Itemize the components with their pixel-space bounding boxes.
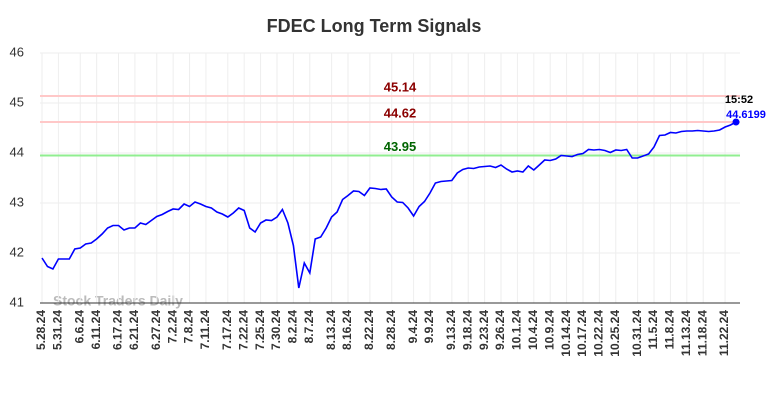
y-tick-label: 46 — [10, 44, 24, 59]
x-tick-label: 6.21.24 — [127, 310, 141, 350]
x-tick-label: 5.31.24 — [51, 310, 65, 350]
chart-title: FDEC Long Term Signals — [267, 16, 482, 36]
x-tick-label: 9.9.24 — [422, 310, 436, 344]
x-tick-label: 6.11.24 — [89, 310, 103, 350]
x-tick-label: 11.18.24 — [695, 310, 709, 356]
signal-label: 44.62 — [384, 105, 417, 120]
x-tick-label: 9.18.24 — [460, 310, 474, 350]
x-tick-label: 6.27.24 — [149, 310, 163, 350]
x-tick-label: 9.26.24 — [493, 310, 507, 350]
x-tick-label: 9.23.24 — [477, 310, 491, 350]
x-tick-label: 6.17.24 — [111, 310, 125, 350]
y-tick-label: 43 — [10, 194, 24, 209]
x-tick-label: 9.4.24 — [406, 310, 420, 344]
x-tick-label: 7.11.24 — [198, 310, 212, 350]
x-tick-label: 10.14.24 — [559, 310, 573, 357]
x-tick-label: 8.22.24 — [362, 310, 376, 350]
signal-label: 45.14 — [384, 79, 417, 94]
y-tick-label: 42 — [10, 244, 24, 259]
x-tick-label: 10.22.24 — [592, 310, 606, 357]
x-tick-label: 8.16.24 — [340, 310, 354, 350]
x-tick-label: 7.30.24 — [269, 310, 283, 350]
x-tick-label: 7.2.24 — [165, 310, 179, 344]
x-tick-label: 5.28.24 — [34, 310, 48, 350]
x-tick-label: 6.6.24 — [72, 310, 86, 344]
x-tick-label: 8.28.24 — [384, 310, 398, 350]
x-tick-label: 11.8.24 — [663, 310, 677, 350]
price-line — [41, 121, 737, 289]
y-tick-label: 41 — [10, 294, 24, 309]
x-tick-label: 8.13.24 — [324, 310, 338, 350]
last-point — [732, 118, 740, 126]
x-tick-label: 9.13.24 — [444, 310, 458, 350]
last-time: 15:52 — [725, 94, 753, 106]
x-tick-label: 7.17.24 — [220, 310, 234, 350]
x-tick-label: 11.13.24 — [679, 310, 693, 356]
x-tick-label: 10.31.24 — [630, 310, 644, 357]
x-tick-label: 8.2.24 — [286, 310, 300, 344]
x-tick-label: 11.5.24 — [646, 310, 660, 350]
signal-label: 43.95 — [384, 139, 417, 154]
x-tick-label: 10.9.24 — [542, 310, 556, 350]
x-tick-label: 7.8.24 — [182, 310, 196, 344]
x-tick-label: 10.17.24 — [575, 310, 589, 357]
x-tick-label: 7.25.24 — [253, 310, 267, 350]
x-tick-label: 10.4.24 — [526, 310, 540, 350]
x-tick-label: 10.25.24 — [608, 310, 622, 357]
y-tick-label: 45 — [10, 94, 24, 109]
y-tick-label: 44 — [10, 144, 24, 159]
x-tick-label: 11.22.24 — [717, 310, 731, 356]
x-tick-label: 7.22.24 — [236, 310, 250, 350]
x-tick-label: 10.1.24 — [510, 310, 524, 350]
last-value: 44.6199 — [726, 109, 766, 121]
x-tick-label: 8.7.24 — [302, 310, 316, 344]
